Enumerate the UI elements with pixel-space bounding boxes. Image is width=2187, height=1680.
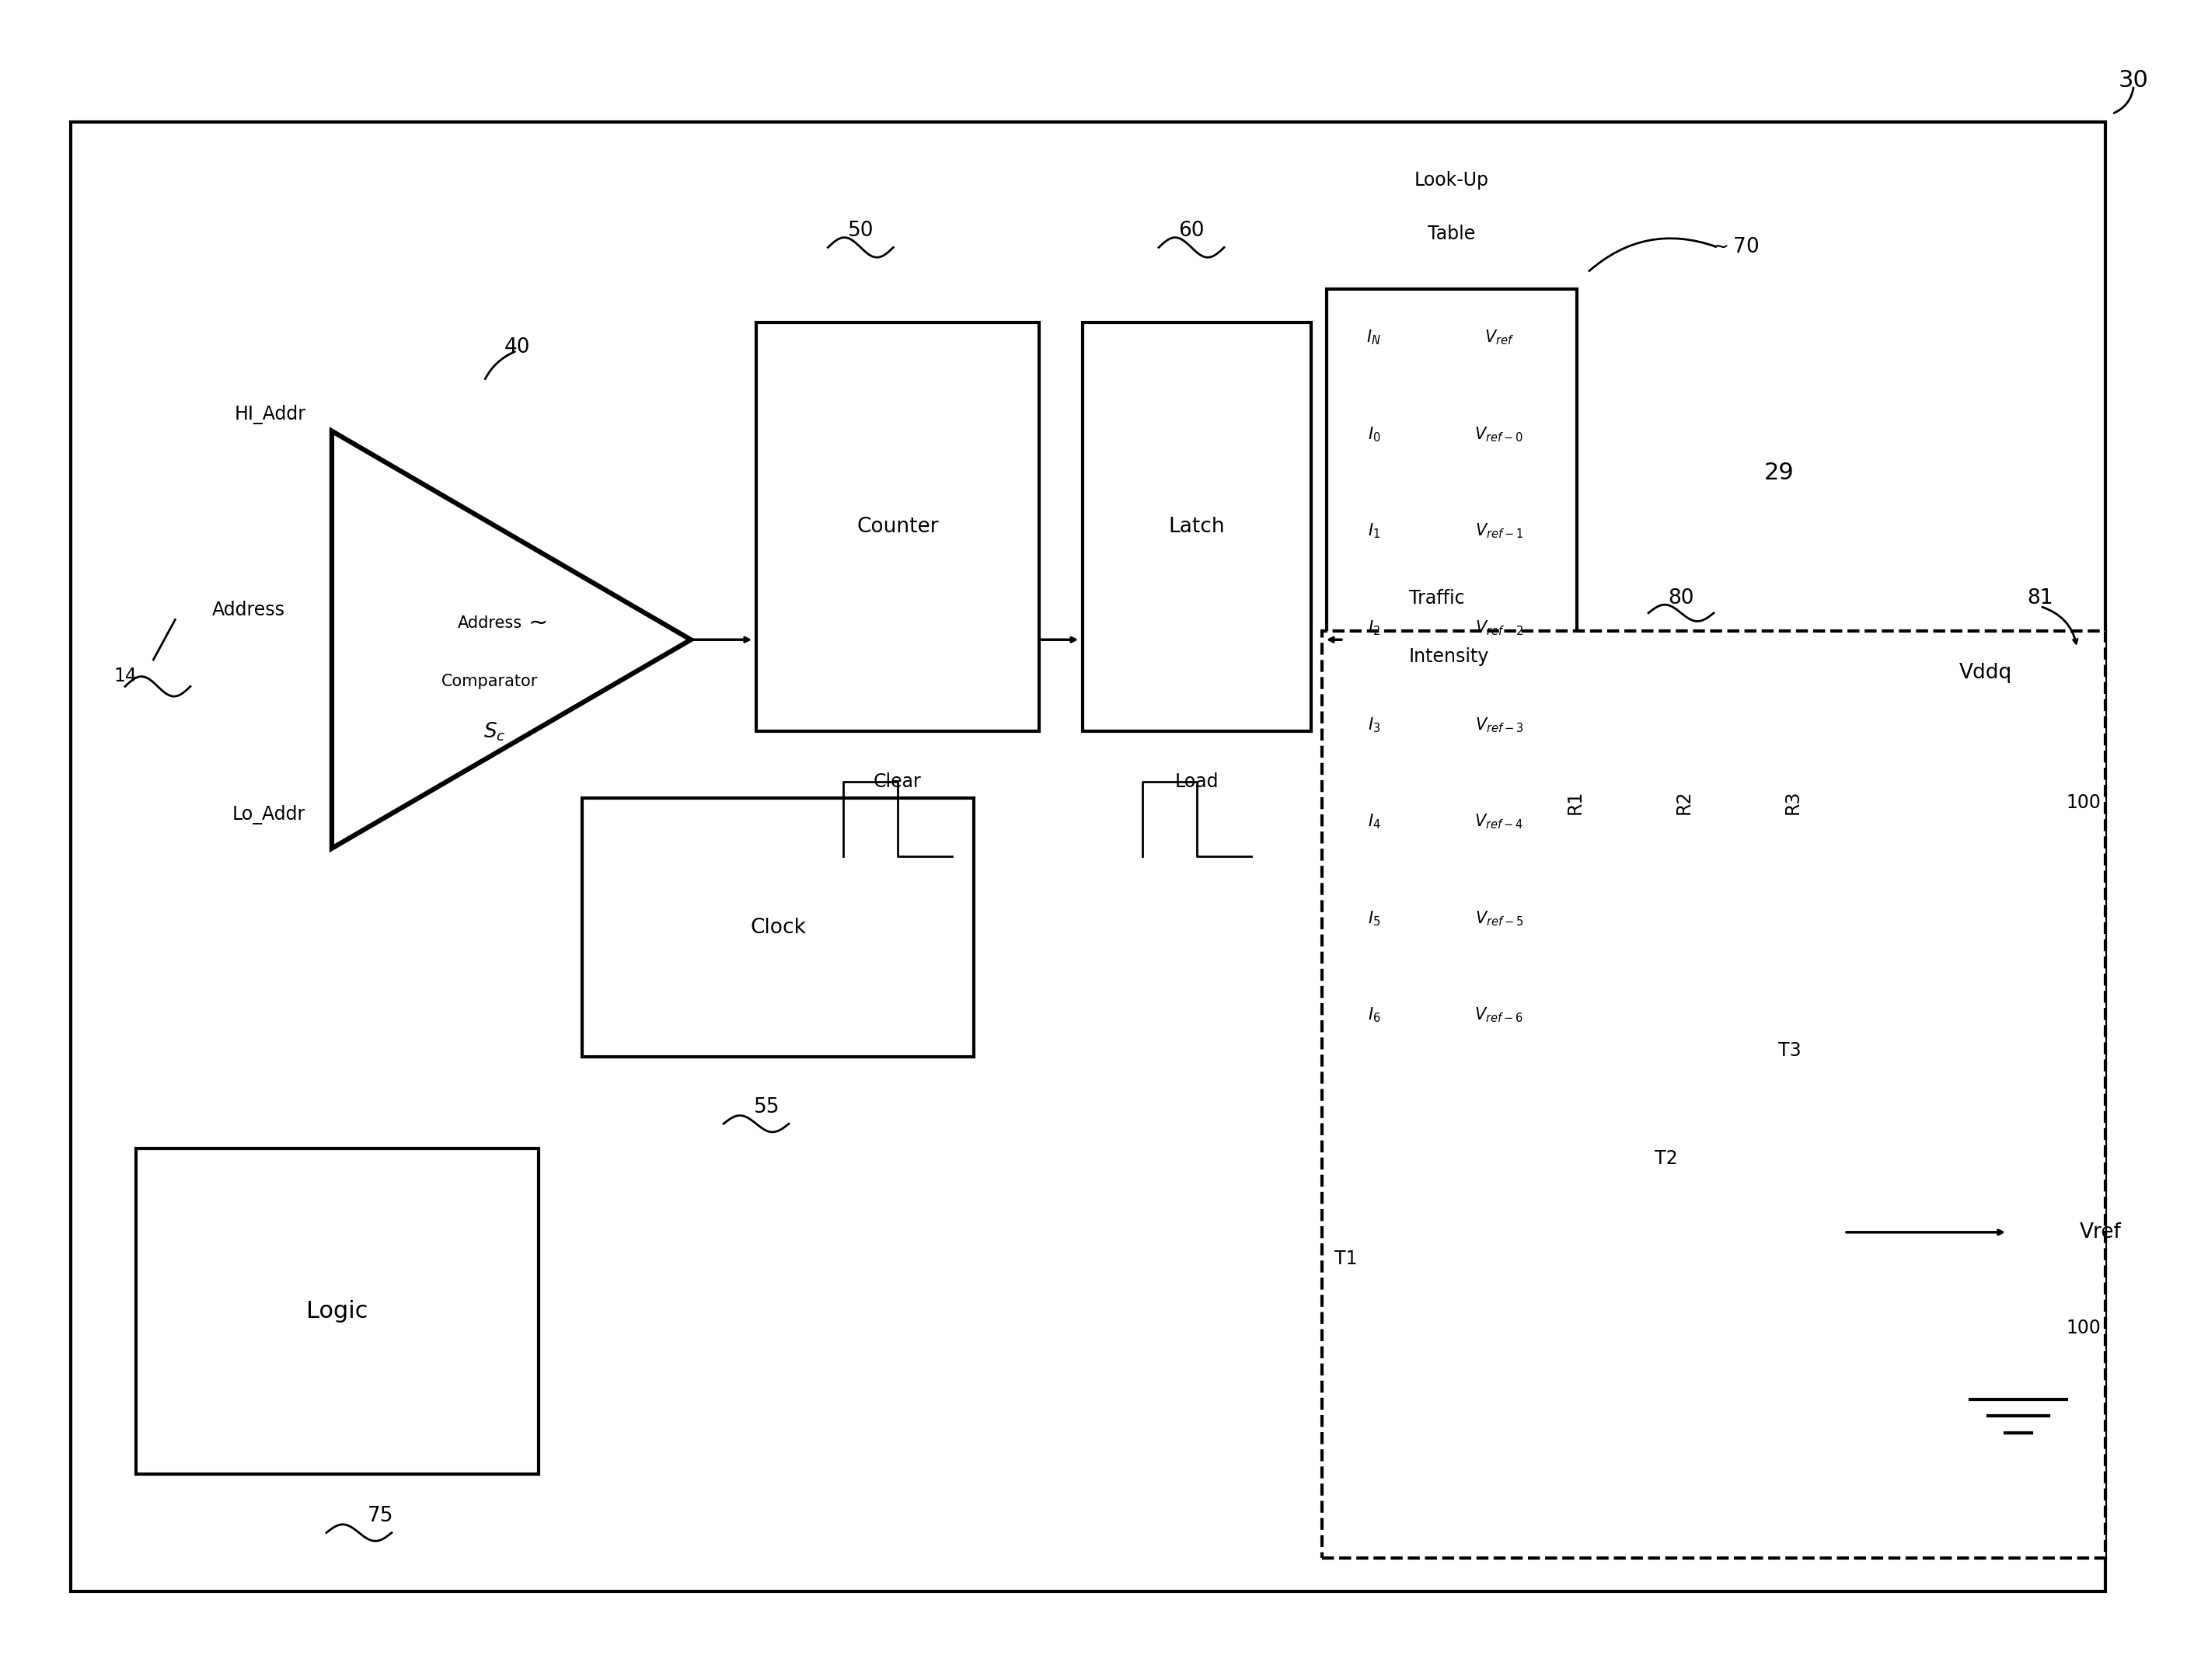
Bar: [1083, 323, 1312, 731]
Text: T1: T1: [1334, 1250, 1358, 1268]
Bar: [70, 123, 2106, 1591]
Text: 30: 30: [2119, 69, 2150, 92]
Text: 14: 14: [114, 667, 138, 685]
Text: 50: 50: [849, 220, 873, 240]
Text: T2: T2: [1653, 1149, 1677, 1168]
Text: 100: 100: [2067, 793, 2102, 811]
Text: $I_2$: $I_2$: [1367, 618, 1380, 637]
Text: 81: 81: [2027, 588, 2054, 608]
Text: 60: 60: [1179, 220, 1205, 240]
Bar: [1321, 632, 2106, 1557]
Text: R1: R1: [1566, 790, 1583, 815]
Text: Address: Address: [212, 600, 284, 618]
Bar: [757, 323, 1039, 731]
Text: $\sim$70: $\sim$70: [1708, 237, 1758, 257]
Text: R2: R2: [1675, 790, 1693, 815]
Text: R3: R3: [1782, 790, 1802, 815]
Text: Vddq: Vddq: [1960, 664, 2012, 684]
Text: Vref: Vref: [2080, 1221, 2121, 1243]
Text: Intensity: Intensity: [1408, 647, 1489, 665]
Text: $I_5$: $I_5$: [1367, 909, 1380, 927]
Text: $I_4$: $I_4$: [1367, 813, 1380, 832]
Text: HI_Addr: HI_Addr: [234, 405, 306, 423]
Text: $V_{ref-1}$: $V_{ref-1}$: [1474, 522, 1522, 541]
Text: $I_3$: $I_3$: [1367, 716, 1380, 734]
Text: $V_{ref-0}$: $V_{ref-0}$: [1474, 425, 1524, 444]
Text: Lo_Addr: Lo_Addr: [232, 805, 306, 825]
Text: Clock: Clock: [750, 917, 805, 937]
Text: Latch: Latch: [1168, 517, 1225, 538]
Text: 55: 55: [755, 1097, 781, 1117]
Text: Traffic: Traffic: [1408, 588, 1465, 606]
Text: $V_{ref-2}$: $V_{ref-2}$: [1474, 618, 1522, 637]
Text: 80: 80: [1669, 588, 1695, 608]
Text: $V_{ref-3}$: $V_{ref-3}$: [1474, 716, 1524, 734]
Text: 29: 29: [1765, 462, 1793, 484]
Text: Comparator: Comparator: [442, 674, 538, 689]
Bar: [582, 798, 973, 1057]
Text: 100: 100: [2067, 1319, 2102, 1337]
Text: Address: Address: [457, 615, 523, 630]
Polygon shape: [332, 432, 691, 848]
Text: $V_{ref}$: $V_{ref}$: [1485, 328, 1513, 346]
Text: $S_c$: $S_c$: [483, 721, 505, 743]
Text: ~: ~: [529, 612, 549, 635]
Text: Table: Table: [1428, 225, 1476, 244]
Text: $V_{ref-6}$: $V_{ref-6}$: [1474, 1006, 1524, 1025]
Text: Counter: Counter: [857, 517, 938, 538]
Text: 40: 40: [503, 338, 529, 358]
Bar: [136, 1149, 538, 1475]
Text: Clear: Clear: [873, 773, 921, 791]
Text: $I_6$: $I_6$: [1367, 1006, 1380, 1025]
Text: $I_0$: $I_0$: [1367, 425, 1380, 444]
Text: Logic: Logic: [306, 1300, 367, 1322]
Text: $I_1$: $I_1$: [1367, 522, 1380, 541]
Bar: [1325, 289, 1577, 1063]
Text: T3: T3: [1778, 1042, 1802, 1060]
Text: Look-Up: Look-Up: [1415, 171, 1489, 190]
Text: $V_{ref-5}$: $V_{ref-5}$: [1474, 909, 1524, 927]
Text: Load: Load: [1174, 773, 1218, 791]
Text: $I_N$: $I_N$: [1367, 328, 1382, 346]
Text: $V_{ref-4}$: $V_{ref-4}$: [1474, 813, 1524, 832]
Text: 75: 75: [367, 1505, 394, 1525]
